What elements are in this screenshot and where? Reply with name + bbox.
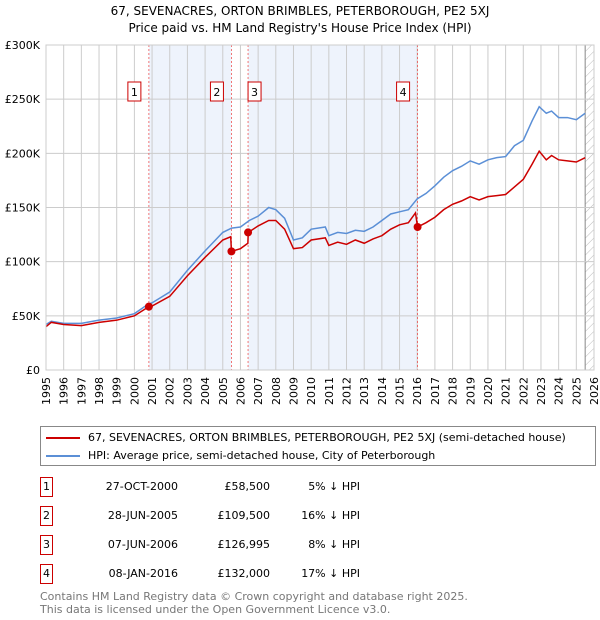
x-tick-label: 2006 <box>234 377 247 405</box>
sale-label-box <box>127 81 142 102</box>
sale-number: 4 <box>40 564 53 584</box>
legend-swatch-red <box>46 436 80 439</box>
x-tick-label: 2021 <box>500 377 513 405</box>
sale-date: 28-JUN-2005 <box>107 509 178 522</box>
price-chart: 1995 1996 1997 1998 1999 2000 2001 2002 2003 2004… <box>5 39 600 405</box>
legend: 67, SEVENACRES, ORTON BRIMBLES, PETERBOR… <box>40 426 596 466</box>
x-tick-label: 2011 <box>323 377 336 405</box>
sale-label: 1 <box>131 86 138 99</box>
x-tick-label: 1995 <box>40 377 53 405</box>
legend-item-hpi: HPI: Average price, semi-detached house,… <box>46 449 435 462</box>
x-tick-label: 2016 <box>411 377 424 405</box>
y-tick-label: £200K <box>5 147 41 160</box>
sale-label-box <box>247 81 262 102</box>
footer-line: This data is licensed under the Open Gov… <box>40 603 391 616</box>
sale-number: 2 <box>40 506 53 526</box>
sale-point <box>413 223 422 231</box>
y-tick-label: £50K <box>12 310 41 323</box>
sale-label-box <box>209 81 224 102</box>
x-tick-label: 2017 <box>429 377 442 405</box>
sale-row: 2 28-JUN-2005 £109,500 16% ↓ HPI <box>40 506 440 526</box>
x-tick-label: 2000 <box>128 377 141 405</box>
footer: Contains HM Land Registry data © Crown c… <box>40 590 468 616</box>
legend-label: 67, SEVENACRES, ORTON BRIMBLES, PETERBOR… <box>88 431 566 444</box>
sale-point <box>144 302 153 311</box>
plot-frame <box>45 44 595 371</box>
series-line <box>45 149 586 328</box>
x-tick-label: 2020 <box>482 377 495 405</box>
sale-date: 27-OCT-2000 <box>105 480 178 493</box>
series-line <box>45 105 586 326</box>
sale-price: £126,995 <box>217 538 271 551</box>
x-tick-label: 2007 <box>252 377 265 405</box>
x-tick-label: 2002 <box>164 377 177 405</box>
x-tick-label: 2022 <box>517 377 530 405</box>
x-tick-label: 2012 <box>341 377 354 405</box>
x-tick-label: 2026 <box>588 377 600 405</box>
y-tick-label: £0 <box>26 364 40 377</box>
sale-row: 3 07-JUN-2006 £126,995 8% ↓ HPI <box>40 535 440 555</box>
x-tick-label: 1996 <box>58 377 71 405</box>
sale-label: 4 <box>400 86 407 99</box>
sale-price: £58,500 <box>224 480 271 493</box>
x-tick-label: 2004 <box>199 377 212 405</box>
x-tick-label: 2015 <box>394 377 407 405</box>
x-tick-label: 1998 <box>93 377 106 405</box>
y-tick-label: £300K <box>5 39 41 52</box>
sale-row: 1 27-OCT-2000 £58,500 5% ↓ HPI <box>40 477 440 497</box>
x-tick-label: 2019 <box>464 377 477 405</box>
sale-date: 07-JUN-2006 <box>107 538 178 551</box>
sale-price: £132,000 <box>217 567 271 580</box>
x-tick-label: 2008 <box>270 377 283 405</box>
footer-line: Contains HM Land Registry data © Crown c… <box>40 590 468 603</box>
sale-point <box>244 228 253 237</box>
y-tick-label: £100K <box>5 256 41 269</box>
sale-hpi-diff: 5% ↓ HPI <box>308 480 360 493</box>
x-tick-label: 2025 <box>570 377 583 405</box>
chart-subtitle: Price paid vs. HM Land Registry's House … <box>128 21 472 35</box>
x-tick-label: 2009 <box>287 377 300 405</box>
sale-number: 1 <box>40 477 53 497</box>
sale-number: 3 <box>40 535 53 555</box>
sale-price: £109,500 <box>217 509 271 522</box>
sale-label-box <box>396 81 411 102</box>
x-tick-label: 2005 <box>217 377 230 405</box>
x-tick-label: 2023 <box>535 377 548 405</box>
y-tick-label: £250K <box>5 93 41 106</box>
sale-date: 08-JAN-2016 <box>108 567 178 580</box>
x-tick-label: 1997 <box>75 377 88 405</box>
sale-hpi-diff: 16% ↓ HPI <box>301 509 360 522</box>
legend-swatch-blue <box>46 454 80 457</box>
x-tick-label: 2014 <box>376 377 389 405</box>
sale-label: 2 <box>213 86 220 99</box>
sale-point <box>227 247 236 256</box>
sale-label: 3 <box>251 86 258 99</box>
sale-hpi-diff: 17% ↓ HPI <box>301 567 360 580</box>
sale-hpi-diff: 8% ↓ HPI <box>308 538 360 551</box>
x-tick-label: 2013 <box>358 377 371 405</box>
y-tick-label: £150K <box>5 202 41 215</box>
x-tick-label: 1999 <box>111 377 124 405</box>
x-tick-label: 2018 <box>447 377 460 405</box>
legend-label: HPI: Average price, semi-detached house,… <box>88 449 436 462</box>
sale-row: 4 08-JAN-2016 £132,000 17% ↓ HPI <box>40 564 440 584</box>
x-tick-label: 2003 <box>181 377 194 405</box>
chart-title: 67, SEVENACRES, ORTON BRIMBLES, PETERBOR… <box>110 4 490 18</box>
legend-item-property: 67, SEVENACRES, ORTON BRIMBLES, PETERBOR… <box>46 431 566 444</box>
x-tick-label: 2001 <box>146 377 159 405</box>
x-tick-label: 2010 <box>305 377 318 405</box>
x-tick-label: 2024 <box>553 377 566 405</box>
